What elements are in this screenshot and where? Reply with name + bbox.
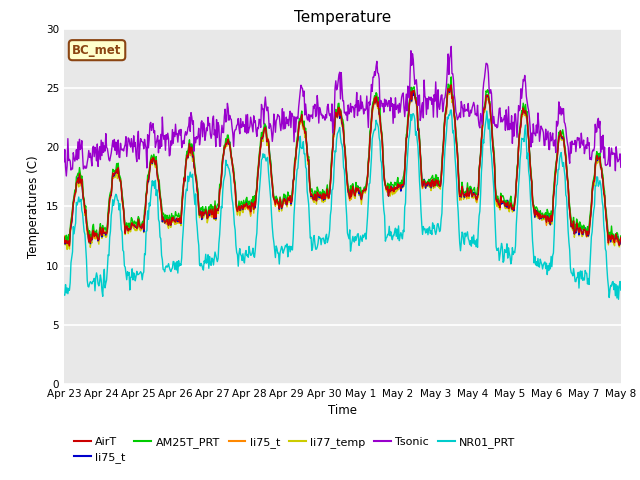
Y-axis label: Temperatures (C): Temperatures (C) <box>28 155 40 258</box>
Text: BC_met: BC_met <box>72 44 122 57</box>
Legend: AirT, li75_t, AM25T_PRT, li75_t, li77_temp, Tsonic, NR01_PRT: AirT, li75_t, AM25T_PRT, li75_t, li77_te… <box>70 432 520 468</box>
X-axis label: Time: Time <box>328 405 357 418</box>
Title: Temperature: Temperature <box>294 10 391 25</box>
